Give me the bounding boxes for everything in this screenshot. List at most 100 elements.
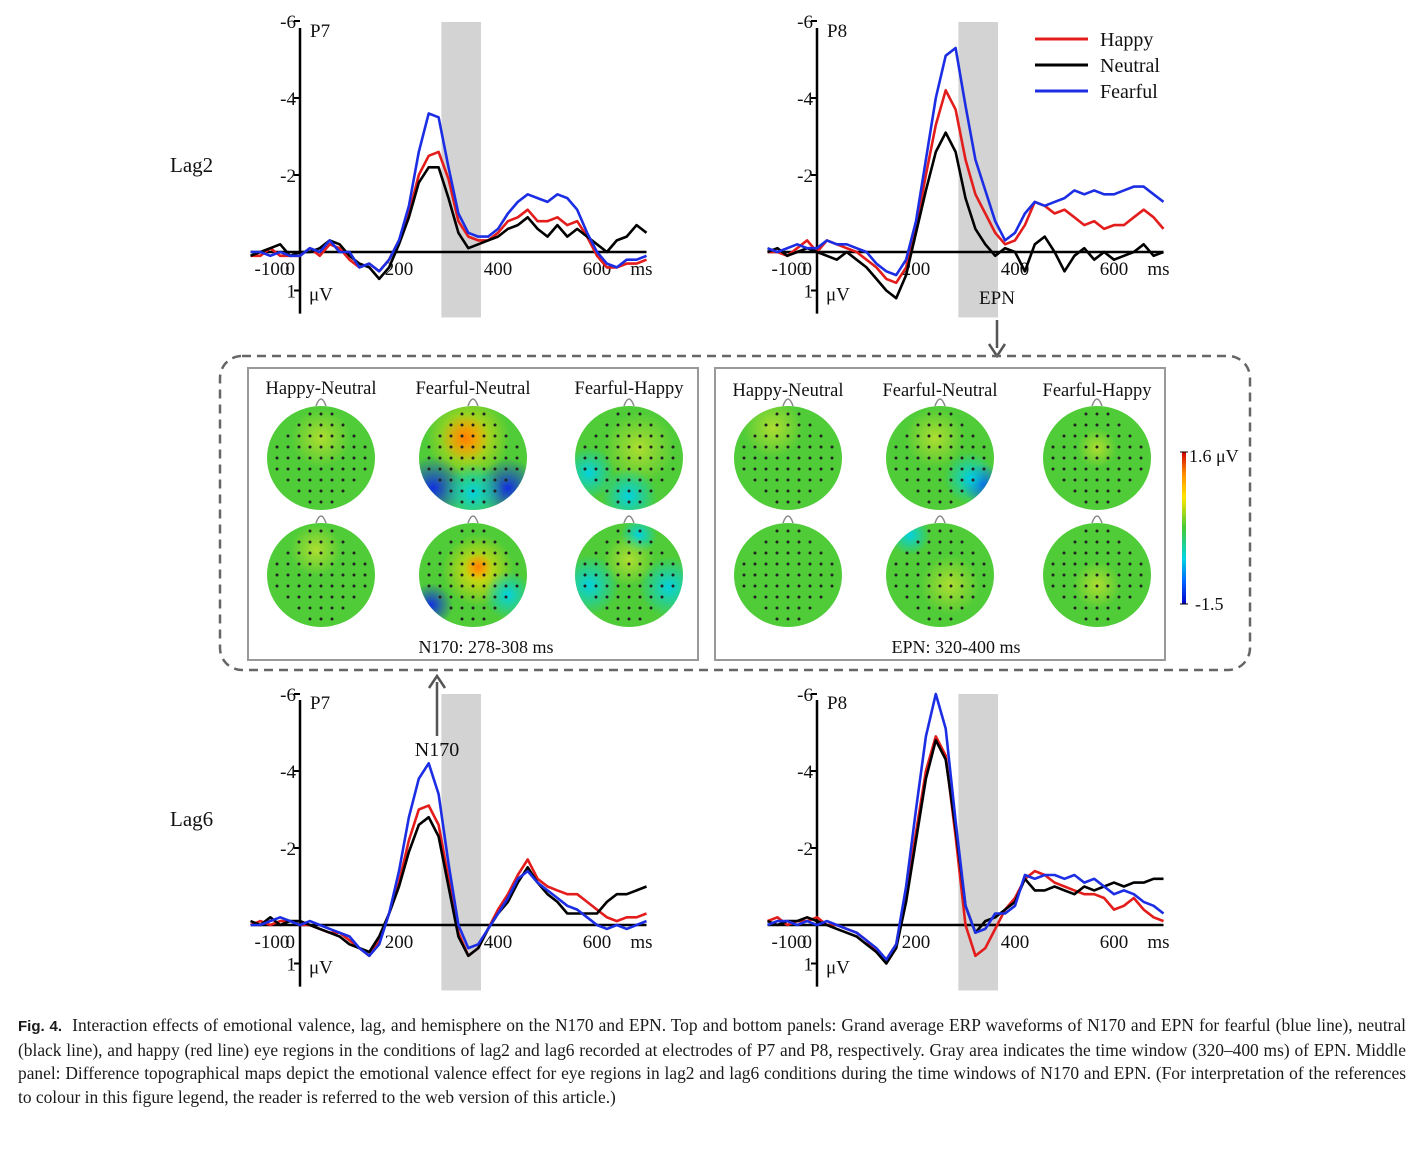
electrode-dot <box>286 445 290 449</box>
electrode-dot <box>482 562 486 566</box>
x-tick-label: 200 <box>385 259 414 280</box>
electrode-dot <box>1128 562 1132 566</box>
nose-icon <box>1091 398 1103 407</box>
electrode-dot <box>308 500 312 504</box>
electrode-dot <box>1128 434 1132 438</box>
electrode-dot <box>319 478 323 482</box>
electrode-dot <box>649 573 653 577</box>
electrode-dot <box>493 562 497 566</box>
n170-arrow-head <box>427 673 447 689</box>
electrode-dot <box>938 478 942 482</box>
electrode-dot <box>905 467 909 471</box>
electrode-dot <box>775 412 779 416</box>
electrode-dot <box>471 529 475 533</box>
y-axis-unit-label: μV <box>309 285 333 306</box>
electrode-dot <box>352 595 356 599</box>
figure-caption: Fig. 4. Interaction effects of emotional… <box>18 1014 1406 1109</box>
electrode-dot <box>649 606 653 610</box>
electrode-dot <box>927 584 931 588</box>
electrode-dot <box>786 595 790 599</box>
electrode-dot <box>786 467 790 471</box>
electrode-dot <box>275 562 279 566</box>
electrode-dot <box>616 445 620 449</box>
electrode-dot <box>786 540 790 544</box>
electrode-dot <box>1117 540 1121 544</box>
electrode-dot <box>808 595 812 599</box>
electrode-dot <box>982 584 986 588</box>
electrode-dot <box>627 445 631 449</box>
electrode-dot <box>808 584 812 588</box>
electrode-dot <box>319 562 323 566</box>
electrode-dot <box>319 445 323 449</box>
n170-label: N170 <box>415 739 459 761</box>
electrode-dot <box>819 584 823 588</box>
electrode-dot <box>649 562 653 566</box>
electrode-dot <box>330 606 334 610</box>
electrode-dot <box>786 445 790 449</box>
electrode-dot <box>616 606 620 610</box>
electrode-dot <box>605 478 609 482</box>
electrode-dot <box>438 434 442 438</box>
electrode-dot <box>297 489 301 493</box>
electrode-dot <box>286 595 290 599</box>
y-axis-unit-label: μV <box>826 958 850 979</box>
electrode-dot <box>649 456 653 460</box>
x-tick-label: 0 <box>803 259 813 280</box>
electrode-dot <box>493 595 497 599</box>
electrode-dot <box>341 456 345 460</box>
topo-map-head <box>419 515 527 627</box>
electrode-dot <box>319 412 323 416</box>
electrode-dot <box>660 595 664 599</box>
electrode-dot <box>775 434 779 438</box>
electrode-dot <box>493 456 497 460</box>
x-tick-label: 400 <box>1001 932 1030 953</box>
electrode-dot <box>515 467 519 471</box>
electrode-dot <box>449 478 453 482</box>
electrode-dot <box>1106 606 1110 610</box>
electrode-dot <box>916 595 920 599</box>
electrode-dot <box>308 478 312 482</box>
electrode-dot <box>616 434 620 438</box>
topo-header-fearful-happy: Fearful-Happy <box>575 379 685 399</box>
electrode-dot <box>1128 467 1132 471</box>
electrode-dot <box>308 529 312 533</box>
electrode-dot <box>594 478 598 482</box>
electrode-dot <box>627 500 631 504</box>
electrode-dot <box>1084 456 1088 460</box>
electrode-dot <box>341 445 345 449</box>
electrode-dot <box>927 489 931 493</box>
electrode-dot <box>438 595 442 599</box>
waveform-fearful <box>767 46 1165 277</box>
electrode-dot <box>1084 467 1088 471</box>
y-tick-label: -2 <box>797 166 813 187</box>
electrode-dot <box>594 467 598 471</box>
electrode-dot <box>363 467 367 471</box>
y-tick-label: -4 <box>797 762 813 783</box>
electrode-dot <box>504 478 508 482</box>
electrode-dot <box>949 573 953 577</box>
electrode-dot <box>330 595 334 599</box>
electrode-dot <box>352 456 356 460</box>
electrode-dot <box>594 562 598 566</box>
potential-blob <box>575 555 619 615</box>
legend-label-neutral: Neutral <box>1100 55 1160 77</box>
electrode-dot <box>427 562 431 566</box>
electrode-dot <box>649 551 653 555</box>
topo-map-head <box>419 398 527 510</box>
electrode-dot <box>297 573 301 577</box>
electrode-dot <box>594 456 598 460</box>
electrode-dot <box>742 467 746 471</box>
electrode-dot <box>308 551 312 555</box>
electrode-dot <box>916 478 920 482</box>
electrode-dot <box>616 529 620 533</box>
electrode-dot <box>819 434 823 438</box>
electrode-dot <box>471 423 475 427</box>
electrode-dot <box>341 584 345 588</box>
electrode-dot <box>786 529 790 533</box>
electrode-dot <box>583 562 587 566</box>
electrode-dot <box>319 529 323 533</box>
electrode-dot <box>319 595 323 599</box>
electrode-label: P7 <box>310 21 330 42</box>
electrode-dot <box>330 489 334 493</box>
